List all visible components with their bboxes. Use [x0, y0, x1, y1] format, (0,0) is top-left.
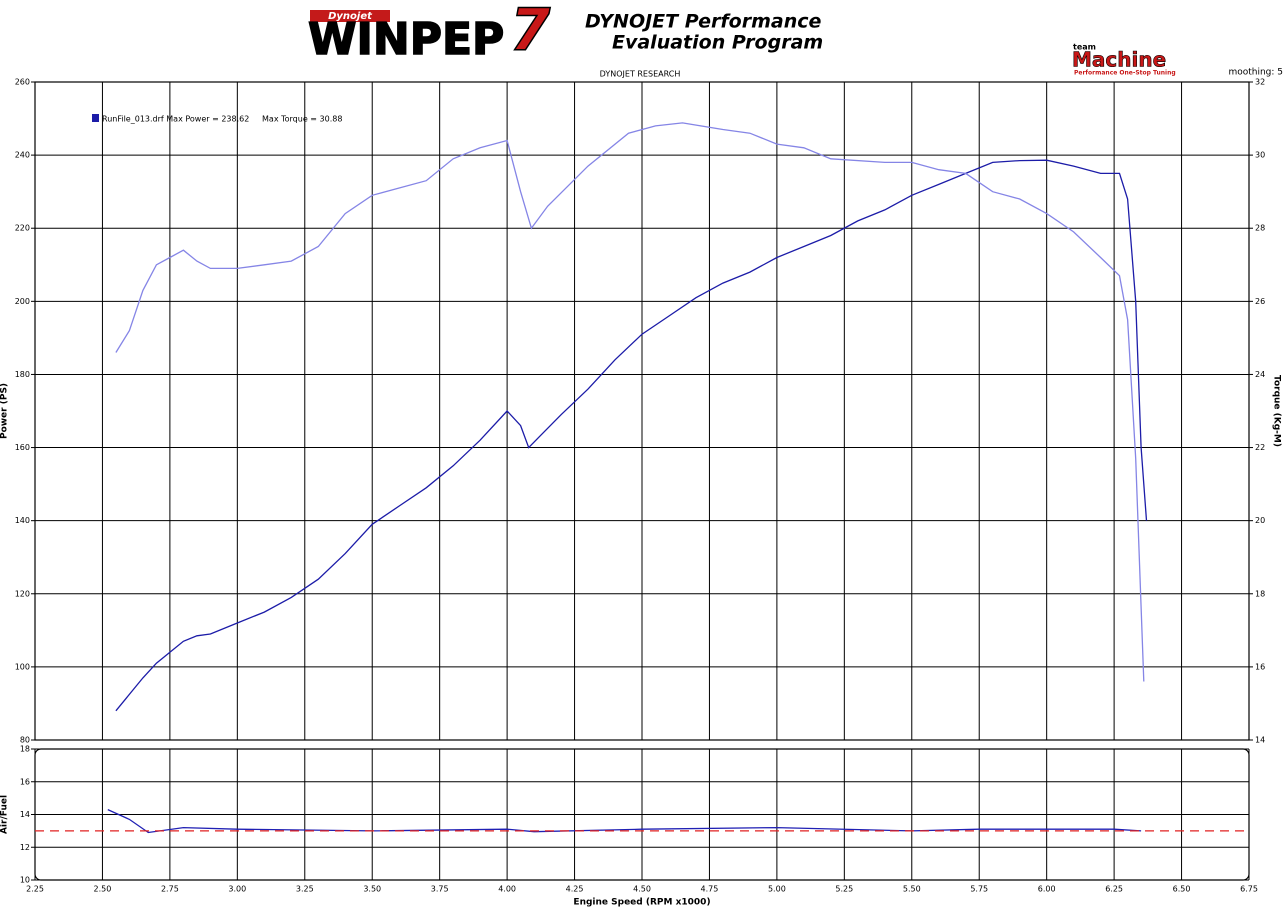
- y-tick-label: 160: [15, 443, 30, 452]
- plot-frame: [34, 81, 1250, 741]
- y-tick-label: 260: [15, 78, 30, 87]
- y-tick-label: 12: [20, 843, 30, 852]
- x-tick-label: 6.50: [1173, 885, 1191, 894]
- x-tick-label: 3.00: [228, 885, 246, 894]
- y2-tick-label: 20: [1255, 516, 1265, 525]
- x-tick-label: 4.75: [701, 885, 719, 894]
- plot-frame: [34, 748, 1250, 881]
- y2-tick-label: 16: [1255, 662, 1265, 671]
- series-line: [107, 809, 1142, 834]
- x-tick-label: 2.75: [161, 885, 179, 894]
- brand-small: Dynojet: [328, 11, 373, 22]
- x-tick-label: 3.50: [363, 885, 381, 894]
- x-tick-label: 4.50: [633, 885, 651, 894]
- x-tick-label: 6.00: [1038, 885, 1056, 894]
- x-tick-label: 2.25: [26, 885, 44, 894]
- legend-swatch: [92, 114, 99, 122]
- x-tick-label: 4.25: [566, 885, 584, 894]
- y-tick-label: 140: [15, 516, 30, 525]
- y-tick-label: 200: [15, 297, 30, 306]
- sponsor: Machine: [1072, 48, 1166, 72]
- y2-tick-label: 28: [1255, 224, 1265, 233]
- y-tick-label: 14: [20, 810, 30, 819]
- y2-tick-label: 14: [1255, 736, 1265, 745]
- x-tick-label: 3.25: [296, 885, 314, 894]
- y-tick-label: 18: [20, 745, 30, 754]
- series-line: [115, 159, 1148, 712]
- y2-tick-label: 24: [1255, 370, 1265, 379]
- y2-tick-label: 26: [1255, 297, 1265, 306]
- x-tick-label: 5.00: [768, 885, 786, 894]
- series-line: [115, 122, 1145, 682]
- y-tick-label: 220: [15, 224, 30, 233]
- smoothing: moothing: 5: [1228, 68, 1283, 78]
- y-axis-label: Air/Fuel: [0, 795, 10, 834]
- y-axis-label: Power (PS): [0, 383, 10, 439]
- brand-badge: [310, 10, 390, 22]
- y-tick-label: 10: [20, 876, 30, 885]
- x-tick-label: 5.50: [903, 885, 921, 894]
- x-tick-label: 2.50: [94, 885, 112, 894]
- sponsor-small: team: [1073, 43, 1096, 52]
- x-tick-label: 5.25: [835, 885, 853, 894]
- y2-tick-label: 30: [1255, 151, 1265, 160]
- y-tick-label: 16: [20, 777, 30, 786]
- brand: WINPEP: [308, 14, 504, 65]
- y-tick-label: 100: [15, 662, 30, 671]
- x-tick-label: 4.00: [498, 885, 516, 894]
- y-tick-label: 240: [15, 151, 30, 160]
- y2-tick-label: 32: [1255, 78, 1265, 87]
- tagline-2: Evaluation Program: [612, 32, 823, 54]
- y-tick-label: 180: [15, 370, 30, 379]
- y-tick-label: 120: [15, 589, 30, 598]
- brand-number: 7: [510, 0, 551, 64]
- y2-axis-label: Torque (Kg-M): [1272, 375, 1282, 447]
- y2-tick-label: 18: [1255, 589, 1265, 598]
- x-tick-label: 6.75: [1240, 885, 1258, 894]
- legend-text: RunFile_013.drf Max Power = 238.62 Max T…: [102, 115, 342, 124]
- subtitle: DYNOJET RESEARCH: [600, 70, 681, 79]
- x-axis-label: Engine Speed (RPM x1000): [573, 898, 710, 908]
- sponsor-tag: Performance One-Stop Tuning: [1074, 70, 1176, 77]
- tagline-1: DYNOJET Performance: [585, 11, 822, 33]
- x-tick-label: 5.75: [970, 885, 988, 894]
- x-tick-label: 3.75: [431, 885, 449, 894]
- y2-tick-label: 22: [1255, 443, 1265, 452]
- y-tick-label: 80: [20, 736, 30, 745]
- x-tick-label: 6.25: [1105, 885, 1123, 894]
